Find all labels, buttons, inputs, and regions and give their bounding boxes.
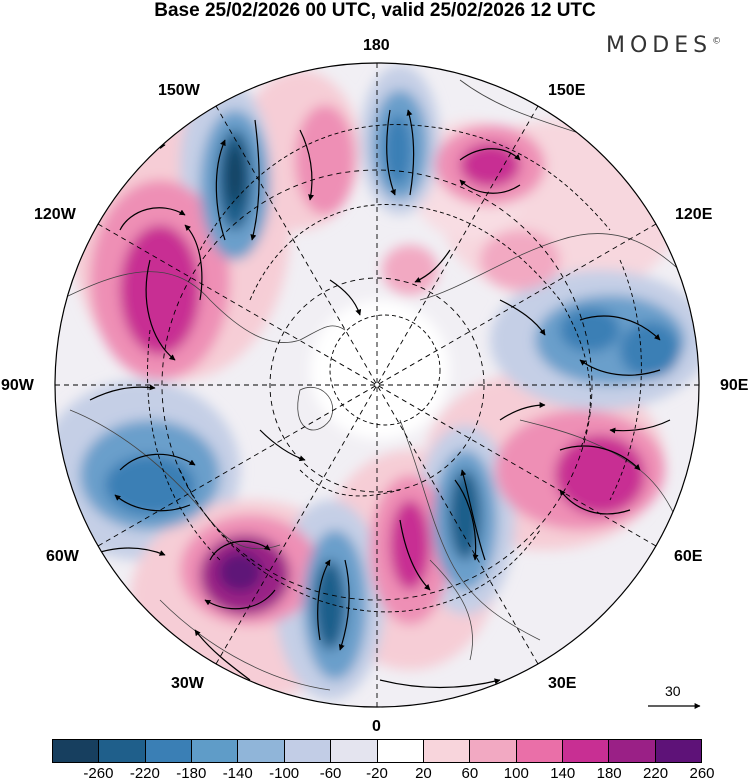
colorbar [52,739,702,763]
colorbar-tick-label: -260 [83,765,114,782]
lon-label-150e: 150E [548,82,586,99]
colorbar-segment [284,740,332,762]
colorbar-segment [562,740,610,762]
reference-vector-label: 30 [665,683,681,699]
brand-copyright: © [712,36,722,47]
lon-label-60w: 60W [46,548,79,565]
colorbar-segment [99,740,146,762]
lon-label-30w: 30W [171,675,204,692]
map-title: Base 25/02/2026 00 UTC, valid 25/02/2026… [154,0,596,21]
colorbar-segment [655,740,702,762]
graticule [55,63,699,707]
colorbar-tick-label: 60 [461,765,479,782]
lon-label-150w: 150W [158,82,200,99]
colorbar-segment [377,740,424,762]
lon-label-180: 180 [363,37,390,54]
colorbar-segment [238,740,285,762]
colorbar-tick-label: -60 [319,765,342,782]
colorbar-tick-label: -220 [129,765,160,782]
colorbar-tick-label: -180 [176,765,207,782]
colorbar-tick-label: 220 [643,765,669,782]
lon-label-0: 0 [372,718,381,735]
colorbar-tick-label: 140 [550,765,576,782]
colorbar-tick-label: -100 [269,765,300,782]
colorbar-tick-label: -140 [222,765,253,782]
anomaly-field [55,63,699,707]
colorbar-segment [192,740,239,762]
lon-label-60e: 60E [674,548,703,565]
colorbar-tick-label: 180 [596,765,622,782]
colorbar-tick-label: 100 [503,765,529,782]
colorbar-segment [331,740,378,762]
colorbar-tick-label: 20 [415,765,432,782]
map-boundary [54,62,700,708]
colorbar-ticks: -260 -220 -180 -140 -100 -60 -20 20 60 100 140 180 2… [0,766,750,784]
colorbar-tick-label: 260 [689,765,715,782]
lon-label-90e: 90E [720,377,749,394]
lon-label-90w: 90W [1,377,34,394]
lon-label-120w: 120W [34,206,76,223]
brand-text: MODES [606,33,713,58]
colorbar-segment [423,740,471,762]
colorbar-segment [609,740,656,762]
colorbar-segment [53,740,100,762]
colorbar-tick-label: -20 [366,765,388,782]
colorbar-segment [145,740,193,762]
lon-label-120e: 120E [675,206,713,223]
colorbar-segment [470,740,517,762]
lon-label-30e: 30E [548,675,577,692]
colorbar-segment [516,740,563,762]
brand-logo: MODES© [606,33,721,58]
